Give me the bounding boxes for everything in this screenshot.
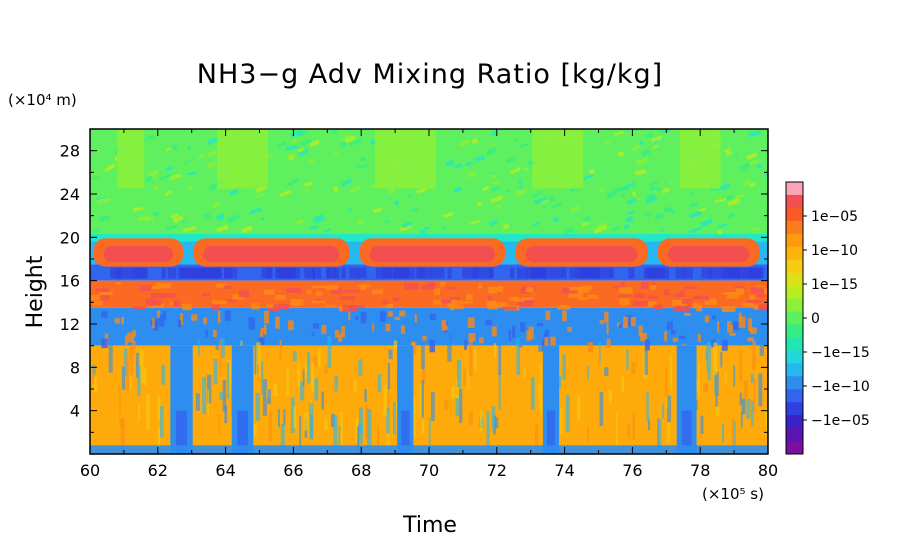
colorbar-swatch <box>786 233 803 248</box>
colorbar-label: 1e−05 <box>811 209 858 225</box>
x-unit-label: (×10⁵ s) <box>702 485 764 503</box>
colorbar-swatch <box>786 337 803 351</box>
colorbar-swatch <box>786 389 803 403</box>
colorbar-swatch <box>786 402 803 416</box>
colorbar-swatch <box>786 182 803 196</box>
colorbar-swatch <box>786 272 803 287</box>
colorbar-swatch <box>786 285 803 300</box>
y-tick-label: 8 <box>70 358 80 377</box>
chart-title: NH3−g Adv Mixing Ratio [kg/kg] <box>197 59 663 90</box>
colorbar-swatch <box>786 246 803 261</box>
colorbar: 1e−05 1e−10 1e−15 0 −1e−15 −1e−10 −1e−05 <box>785 181 870 455</box>
colorbar-swatch <box>786 415 803 429</box>
x-tick-label: 68 <box>351 461 371 480</box>
colorbar-label: 1e−10 <box>811 243 858 259</box>
y-unit-label: (×10⁴ m) <box>8 91 77 109</box>
colorbar-swatch <box>786 259 803 274</box>
plot-area <box>90 129 768 454</box>
colorbar-swatch <box>786 428 803 442</box>
x-tick-label: 72 <box>487 461 507 480</box>
band-blue-layer-2 <box>90 307 768 346</box>
colorbar-swatch <box>786 376 803 390</box>
colorbar-label: −1e−15 <box>811 345 870 361</box>
y-axis-label: Height <box>23 255 48 328</box>
colorbar-swatch <box>786 311 803 325</box>
colorbar-swatch <box>786 207 803 222</box>
colorbar-swatch <box>786 220 803 235</box>
colorbar-swatch <box>786 350 803 364</box>
y-tick-label: 28 <box>60 142 80 161</box>
colorbar-swatch <box>786 194 803 209</box>
colorbar-swatch <box>786 441 803 455</box>
colorbar-swatch <box>786 363 803 377</box>
y-tick-label: 20 <box>60 228 80 247</box>
x-tick-label: 60 <box>80 461 100 480</box>
x-tick-label: 78 <box>690 461 710 480</box>
colorbar-label: 1e−15 <box>811 277 858 293</box>
x-tick-label: 74 <box>554 461 574 480</box>
x-axis-label: Time <box>402 513 457 538</box>
x-tick-label: 80 <box>758 461 778 480</box>
y-tick-label: 24 <box>60 185 80 204</box>
colorbar-label: −1e−10 <box>811 379 870 395</box>
x-tick-label: 70 <box>419 461 439 480</box>
colorbar-swatch <box>786 324 803 338</box>
colorbar-label: −1e−05 <box>811 413 870 429</box>
x-tick-label: 66 <box>283 461 303 480</box>
band-cyan-top <box>90 234 768 243</box>
x-tick-label: 76 <box>622 461 642 480</box>
y-tick-label: 16 <box>60 272 80 291</box>
colorbar-label: 0 <box>811 311 820 327</box>
y-tick-label: 4 <box>70 402 80 421</box>
x-tick-label: 64 <box>215 461 235 480</box>
x-tick-label: 62 <box>148 461 168 480</box>
y-tick-label: 12 <box>60 315 80 334</box>
axis-ticks: 60 62 64 66 68 70 72 74 76 78 80 4 8 12 16 20 24 28 <box>60 129 778 480</box>
colorbar-swatch <box>786 298 803 313</box>
